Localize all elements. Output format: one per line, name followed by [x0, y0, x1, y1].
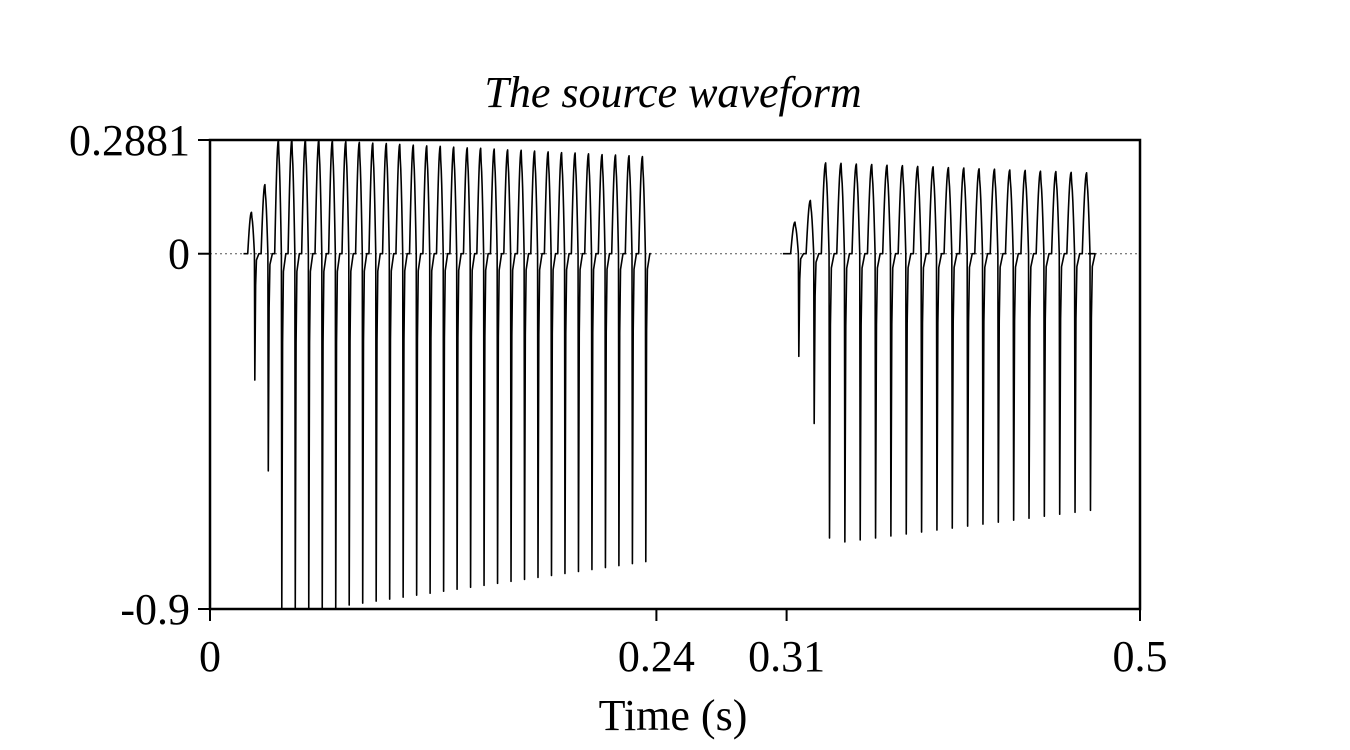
y-axis-ticks: 0.2881 0 -0.9: [69, 116, 210, 634]
waveform-traces: [243, 139, 1096, 610]
waveform-segment-2: [782, 162, 1096, 543]
y-tick-label: 0.2881: [69, 116, 190, 165]
plot-frame: [208, 138, 1142, 611]
x-tick-label: 0.24: [618, 632, 695, 681]
x-axis-label: Time (s): [599, 691, 748, 740]
x-tick-label: 0: [199, 632, 221, 681]
x-axis-ticks: 0 0.24 0.31 0.5: [199, 609, 1168, 681]
x-tick-label: 0.5: [1113, 632, 1168, 681]
y-tick-label: 0: [168, 230, 190, 279]
chart-title: The source waveform: [484, 68, 861, 117]
waveform-segment-1: [243, 139, 651, 610]
x-tick-label: 0.31: [748, 632, 825, 681]
y-tick-label: -0.9: [120, 585, 190, 634]
